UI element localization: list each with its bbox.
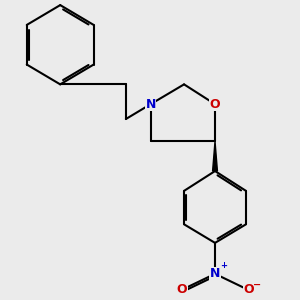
Text: N: N bbox=[210, 267, 220, 280]
Text: O: O bbox=[210, 98, 220, 111]
Text: O: O bbox=[176, 284, 187, 296]
Text: N: N bbox=[146, 98, 156, 111]
Polygon shape bbox=[213, 141, 218, 171]
Text: −: − bbox=[253, 279, 261, 290]
Text: O: O bbox=[243, 284, 254, 296]
Text: +: + bbox=[220, 261, 227, 270]
